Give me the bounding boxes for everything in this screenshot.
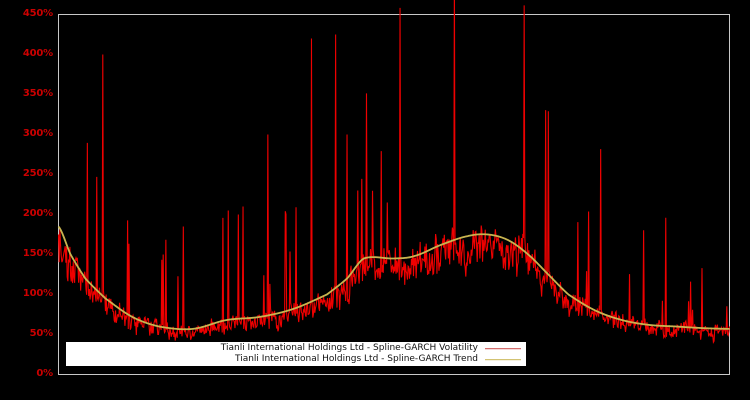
y-tick-0: 0% (36, 368, 53, 379)
legend-item-volatility: Tianli International Holdings Ltd - Spli… (66, 343, 526, 354)
chart-legend: Tianli International Holdings Ltd - Spli… (65, 341, 527, 367)
volatility-series-line (57, 0, 731, 344)
y-tick-100: 100% (22, 288, 53, 299)
legend-item-trend: Tianli International Holdings Ltd - Spli… (66, 354, 526, 365)
y-tick-300: 300% (22, 128, 53, 139)
plot-area-border (58, 14, 730, 375)
series-layer (57, 0, 731, 344)
y-tick-150: 150% (22, 248, 53, 259)
legend-label-trend: Tianli International Holdings Ltd - Spli… (234, 354, 478, 364)
y-tick-200: 200% (22, 208, 53, 219)
y-tick-250: 250% (22, 168, 53, 179)
trend-series-line (57, 225, 730, 331)
trend-line-swatch (485, 354, 521, 365)
y-tick-400: 400% (22, 48, 53, 59)
y-tick-450: 450% (22, 8, 53, 19)
y-axis: 450% 400% 350% 300% 250% 200% 150% 100% … (0, 0, 53, 400)
y-tick-350: 350% (22, 88, 53, 99)
volatility-line-swatch (485, 343, 521, 354)
legend-label-volatility: Tianli International Holdings Ltd - Spli… (220, 343, 478, 353)
y-tick-50: 50% (29, 328, 54, 339)
